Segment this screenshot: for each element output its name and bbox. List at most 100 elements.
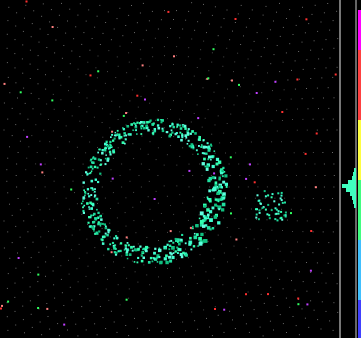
ring-hit [145, 245, 148, 249]
pmt [163, 185, 165, 187]
pmt [94, 247, 96, 249]
pmt [329, 140, 331, 142]
pmt [40, 236, 42, 238]
ring-hit [91, 187, 94, 189]
pmt [182, 175, 184, 176]
pmt [226, 227, 228, 228]
pmt [320, 21, 322, 23]
pmt [163, 46, 165, 48]
ring-hit [105, 141, 108, 144]
pmt [53, 284, 55, 286]
pmt [233, 104, 235, 106]
pmt [267, 175, 269, 176]
pmt [301, 41, 303, 43]
pmt [223, 293, 225, 295]
ring-hit [193, 232, 196, 235]
pmt [133, 220, 135, 222]
pmt [17, 252, 18, 254]
pmt [261, 257, 263, 259]
ring-hit [136, 133, 138, 135]
pmt [320, 328, 322, 330]
ring-hit [91, 225, 95, 229]
pmt [116, 18, 118, 20]
pmt [223, 217, 225, 219]
pmt [14, 296, 16, 298]
pmt [30, 313, 32, 315]
noise-hit [305, 18, 308, 21]
pmt [312, 198, 314, 199]
pmt [107, 11, 109, 13]
ring-hit [104, 142, 107, 146]
ring-hit [133, 261, 136, 263]
pmt [327, 3, 329, 4]
pmt [149, 102, 151, 104]
pmt [185, 248, 186, 250]
pmt [128, 61, 130, 63]
ring-hit [101, 222, 104, 225]
pmt [97, 294, 99, 296]
ring-hit [145, 126, 149, 130]
pmt [188, 302, 190, 304]
ring-hit [135, 129, 137, 132]
pmt [113, 321, 115, 323]
pmt [31, 23, 33, 25]
pmt [81, 43, 83, 45]
pmt [7, 157, 9, 159]
pmt [78, 243, 80, 245]
pmt [131, 307, 132, 309]
ring-hit [97, 221, 100, 224]
pmt [251, 9, 253, 11]
pmt [179, 312, 181, 314]
noise-hit [306, 303, 309, 306]
pmt [286, 332, 287, 333]
pmt [129, 249, 131, 251]
pmt [45, 261, 47, 263]
pmt [7, 192, 9, 194]
pmt [316, 87, 318, 89]
cluster-hit [278, 203, 281, 206]
ring-hit [90, 225, 93, 228]
pmt [276, 11, 277, 13]
ring-hit [118, 135, 121, 138]
ring-hit [109, 140, 112, 143]
pmt [205, 78, 207, 80]
cluster-hit [280, 216, 283, 219]
pmt [253, 238, 255, 240]
ring-hit [179, 131, 182, 134]
pmt [22, 319, 24, 321]
noise-hit [39, 163, 42, 166]
ring-hit [133, 245, 135, 248]
pmt [307, 241, 309, 243]
pmt [117, 231, 119, 232]
ring-hit [202, 224, 206, 228]
pmt [23, 129, 25, 131]
ring-hit [104, 146, 106, 149]
pmt [257, 248, 259, 250]
ring-hit [151, 123, 154, 126]
ring-hit [99, 172, 102, 175]
pmt [148, 20, 150, 22]
ring-hit [103, 223, 106, 226]
pmt [301, 308, 303, 310]
noise-hit [51, 26, 54, 28]
ring-hit [220, 196, 224, 199]
pmt [220, 26, 222, 28]
pmt [314, 281, 316, 283]
pmt [157, 175, 159, 176]
pmt [161, 100, 162, 102]
ring-hit [207, 158, 210, 161]
pmt [289, 43, 291, 45]
pmt [192, 196, 194, 198]
pmt [337, 38, 339, 40]
pmt [69, 63, 71, 65]
ring-hit [222, 180, 226, 184]
ring-hit [204, 224, 208, 227]
ring-hit [115, 235, 118, 238]
pmt [54, 297, 56, 299]
pmt [273, 295, 275, 297]
ring-hit [210, 155, 214, 159]
noise-hit [63, 323, 66, 326]
pmt [264, 152, 266, 154]
pmt [217, 115, 219, 117]
ring-hit [207, 145, 210, 148]
